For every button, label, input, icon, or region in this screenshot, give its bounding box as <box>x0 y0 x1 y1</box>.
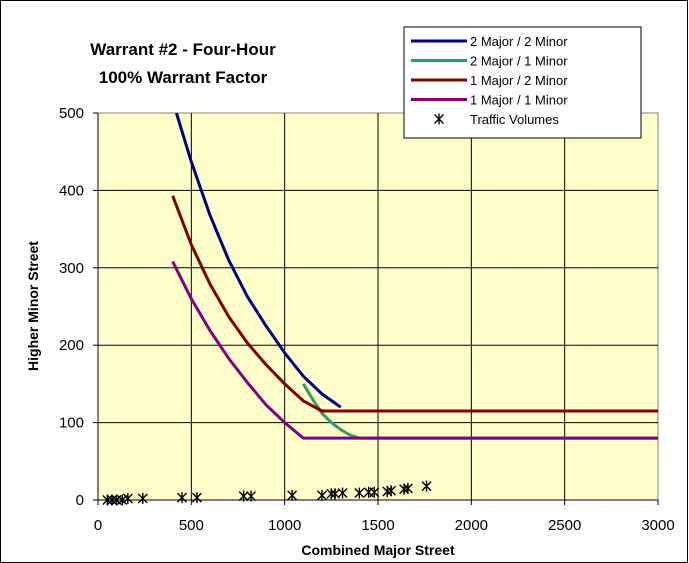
y-tick-label: 0 <box>76 492 84 509</box>
series-line-1-major-2-minor <box>171 195 658 413</box>
legend-label-2-major-1-minor: 2 Major / 1 Minor <box>470 54 568 69</box>
traffic-volume-point <box>117 494 128 506</box>
x-tick-label: 2500 <box>548 517 581 534</box>
chart-title-line1: Warrant #2 - Four-Hour <box>90 40 276 59</box>
traffic-volume-point <box>402 482 413 494</box>
y-tick-label: 200 <box>59 337 84 354</box>
chart-title-line2: 100% Warrant Factor <box>99 68 268 87</box>
x-axis-ticks: 0 500 1000 1500 2000 2500 3000 <box>94 500 675 534</box>
traffic-volume-point <box>102 494 113 506</box>
x-tick-label: 1000 <box>268 517 301 534</box>
series-line-1-major-1-minor <box>171 260 658 440</box>
traffic-volume-point <box>369 486 380 498</box>
grid <box>94 113 658 504</box>
legend-label-traffic-volumes: Traffic Volumes <box>470 112 559 127</box>
y-tick-label: 100 <box>59 415 84 432</box>
traffic-volume-point <box>386 485 397 497</box>
legend-swatch-traffic-volumes <box>434 113 444 125</box>
traffic-volume-point <box>337 487 348 499</box>
traffic-volume-point <box>317 489 327 501</box>
y-tick-label: 400 <box>59 182 84 199</box>
x-tick-label: 3000 <box>641 517 674 534</box>
legend-label-1-major-2-minor: 1 Major / 2 Minor <box>470 73 568 88</box>
traffic-volume-point <box>246 490 257 502</box>
legend: 2 Major / 2 Minor 2 Major / 1 Minor 1 Majo… <box>403 26 642 139</box>
traffic-volume-point <box>107 494 117 506</box>
legend-box <box>403 26 642 139</box>
traffic-volume-point <box>287 489 298 501</box>
series-line-2-major-2-minor <box>174 112 342 409</box>
traffic-volume-point <box>354 487 365 499</box>
traffic-volume-point <box>137 492 148 504</box>
y-tick-label: 500 <box>59 105 84 122</box>
y-tick-label: 300 <box>59 260 84 277</box>
x-tick-label: 2000 <box>455 517 488 534</box>
traffic-volume-point <box>191 492 202 504</box>
legend-label-2-major-2-minor: 2 Major / 2 Minor <box>470 34 568 49</box>
x-tick-label: 0 <box>94 517 102 534</box>
x-axis-title: Combined Major Street <box>301 542 455 558</box>
traffic-volume-point <box>421 480 432 492</box>
traffic-volume-point <box>238 490 249 502</box>
traffic-volume-point <box>177 492 187 504</box>
traffic-volume-point <box>122 492 133 504</box>
y-axis-ticks: 0 100 200 300 400 500 <box>59 105 98 509</box>
x-tick-label: 1500 <box>361 517 394 534</box>
traffic-volume-markers <box>102 480 432 506</box>
y-axis-title: Higher Minor Street <box>25 241 41 371</box>
series-lines <box>171 112 658 440</box>
legend-label-1-major-1-minor: 1 Major / 1 Minor <box>470 93 568 108</box>
x-tick-label: 500 <box>179 517 204 534</box>
